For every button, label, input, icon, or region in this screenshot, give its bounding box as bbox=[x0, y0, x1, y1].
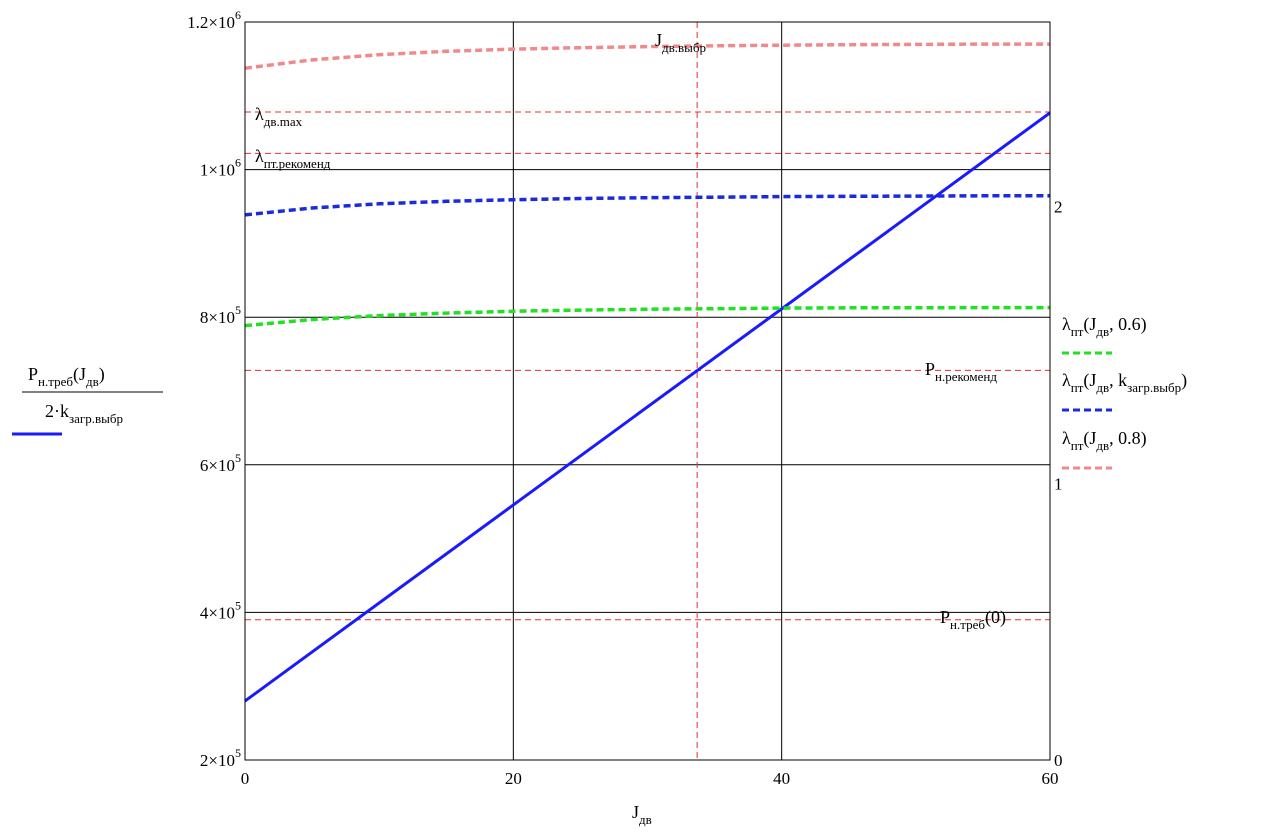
x-axis-label: Jдв bbox=[632, 802, 652, 827]
y-label-numerator: Pн.треб(Jдв) bbox=[28, 364, 105, 389]
x-tick-label: 20 bbox=[505, 769, 522, 788]
svg-text:λпт(Jдв, 0.8): λпт(Jдв, 0.8) bbox=[1062, 428, 1147, 453]
series-line-4 bbox=[244, 42, 1050, 70]
annotation-lambda-rec: λпт.рекоменд bbox=[255, 146, 331, 171]
y-left-tick-label: 6×105 bbox=[200, 451, 241, 475]
x-tick-label: 0 bbox=[241, 769, 250, 788]
svg-text:λпт(Jдв, 0.6): λпт(Jдв, 0.6) bbox=[1062, 314, 1147, 339]
series-layer bbox=[244, 42, 1051, 703]
y-axis-label: Pн.треб(Jдв) 2·kзагр.выбр bbox=[12, 364, 163, 436]
annotation-p-treb0: Pн.треб(0) bbox=[940, 607, 1006, 632]
series-line-1 bbox=[244, 111, 1051, 703]
x-tick-label: 40 bbox=[773, 769, 790, 788]
y-left-tick-label: 8×105 bbox=[200, 303, 241, 327]
legend-entry-3: λпт(Jдв, 0.8) bbox=[1062, 428, 1147, 470]
y-label-denominator: 2·kзагр.выбр bbox=[45, 401, 123, 426]
y-right-tick-label: 1 bbox=[1054, 474, 1063, 493]
legend-entry-1: λпт(Jдв, 0.6) bbox=[1062, 314, 1147, 355]
plot-frame bbox=[244, 21, 1051, 761]
y-right-tick-label: 2 bbox=[1054, 198, 1063, 217]
grid bbox=[244, 21, 1051, 761]
y-left-tick-label: 4×105 bbox=[200, 598, 241, 622]
legend: λпт(Jдв, 0.6) λпт(Jдв, kзагр.выбр) λпт(J… bbox=[1062, 314, 1187, 470]
annotation-lambda-max: λдв.max bbox=[255, 104, 303, 129]
reference-lines bbox=[245, 22, 1050, 760]
legend-entry-2: λпт(Jдв, kзагр.выбр) bbox=[1062, 370, 1187, 412]
series-line-3 bbox=[244, 194, 1050, 217]
annotation-p-rec: Pн.рекоменд bbox=[925, 359, 997, 384]
svg-text:λпт(Jдв, kзагр.выбр): λпт(Jдв, kзагр.выбр) bbox=[1062, 370, 1187, 395]
series-line-2 bbox=[244, 305, 1050, 328]
y-left-tick-label: 1.2×106 bbox=[187, 8, 241, 32]
y-left-tick-label: 1×106 bbox=[200, 156, 241, 180]
x-tick-label: 60 bbox=[1042, 769, 1059, 788]
annotation-j-vybr: Jдв.выбр bbox=[655, 30, 706, 55]
y-right-tick-label: 0 bbox=[1054, 751, 1063, 770]
y-left-tick-label: 2×105 bbox=[200, 746, 241, 770]
tick-labels: 0 20 40 60 2×105 4×105 6×105 8×105 1×106 1.2×106 0… bbox=[187, 8, 1062, 788]
